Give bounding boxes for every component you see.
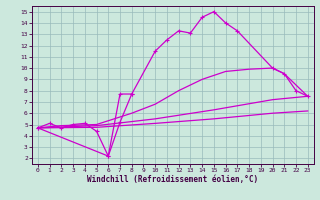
X-axis label: Windchill (Refroidissement éolien,°C): Windchill (Refroidissement éolien,°C) (87, 175, 258, 184)
